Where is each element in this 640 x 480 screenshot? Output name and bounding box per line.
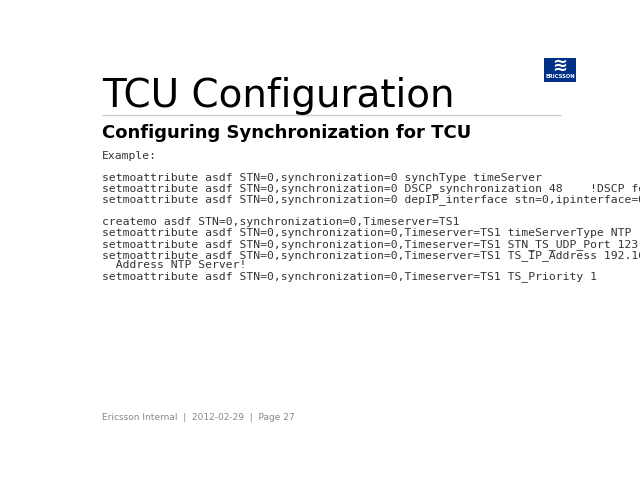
FancyBboxPatch shape [544, 58, 576, 82]
Text: setmoattribute asdf STN=0,synchronization=0 synchType timeServer: setmoattribute asdf STN=0,synchronizatio… [102, 173, 542, 183]
Text: Example:: Example: [102, 151, 157, 160]
Text: setmoattribute asdf STN=0,synchronization=0 DSCP_synchronization 48    !DSCP for: setmoattribute asdf STN=0,synchronizatio… [102, 183, 640, 194]
Text: createmo asdf STN=0,synchronization=0,Timeserver=TS1: createmo asdf STN=0,synchronization=0,Ti… [102, 217, 460, 227]
Text: TCU Configuration: TCU Configuration [102, 77, 455, 115]
Text: setmoattribute asdf STN=0,synchronization=0 depIP_interface stn=0,ipinterface=OM: setmoattribute asdf STN=0,synchronizatio… [102, 194, 640, 205]
Text: ERICSSON: ERICSSON [545, 74, 575, 79]
Text: setmoattribute asdf STN=0,synchronization=0,Timeserver=TS1 TS_IP_Address 192.168: setmoattribute asdf STN=0,synchronizatio… [102, 250, 640, 261]
Text: setmoattribute asdf STN=0,synchronization=0,Timeserver=TS1 timeServerType NTP: setmoattribute asdf STN=0,synchronizatio… [102, 228, 632, 238]
Text: ≋: ≋ [552, 57, 568, 75]
Text: Configuring Synchronization for TCU: Configuring Synchronization for TCU [102, 124, 472, 143]
Text: Ericsson Internal  |  2012-02-29  |  Page 27: Ericsson Internal | 2012-02-29 | Page 27 [102, 413, 295, 422]
Text: setmoattribute asdf STN=0,synchronization=0,Timeserver=TS1 STN_TS_UDP_Port 123: setmoattribute asdf STN=0,synchronizatio… [102, 239, 639, 250]
Text: setmoattribute asdf STN=0,synchronization=0,Timeserver=TS1 TS_Priority 1        : setmoattribute asdf STN=0,synchronizatio… [102, 271, 640, 282]
Text: Address NTP Server!: Address NTP Server! [102, 260, 246, 270]
